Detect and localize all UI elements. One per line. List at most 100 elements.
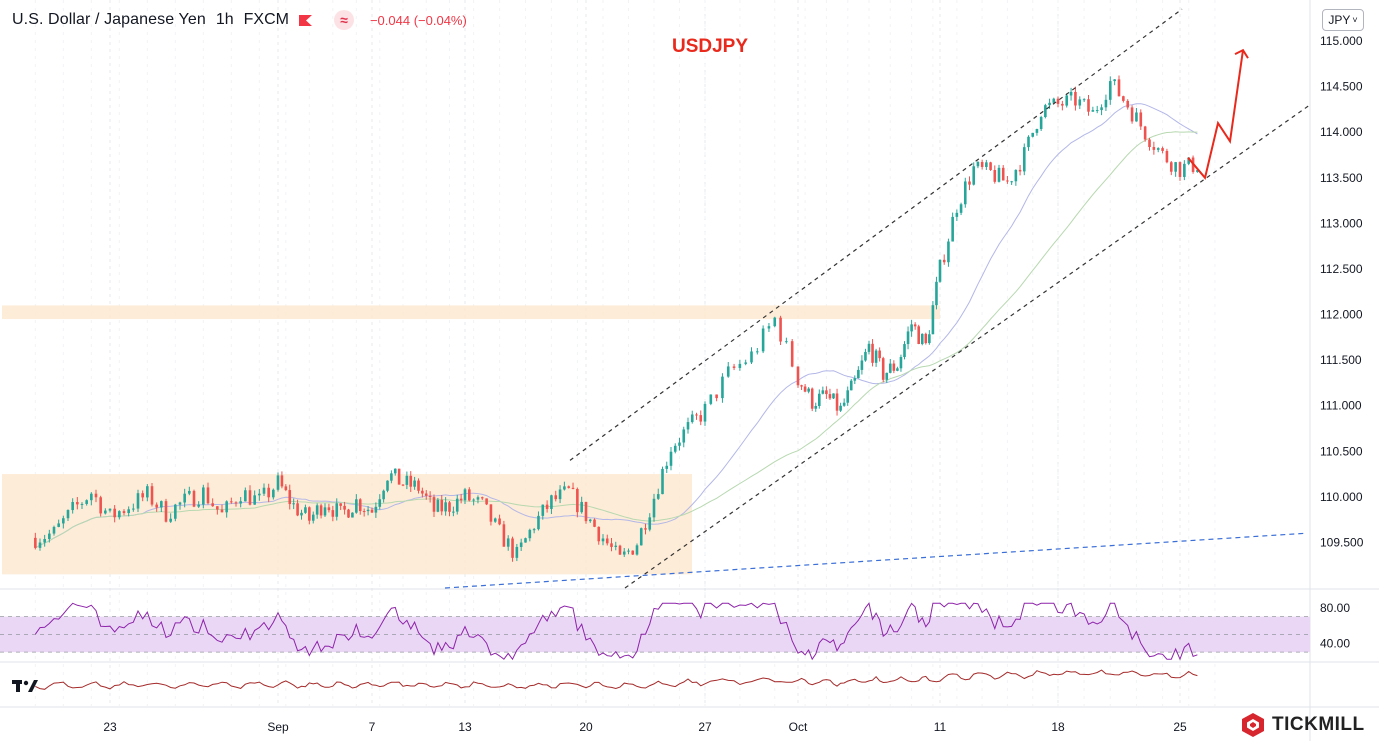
- candle-body: [593, 519, 596, 527]
- candle-body: [878, 350, 881, 359]
- tradingview-logo-icon[interactable]: [12, 676, 42, 696]
- candle-body: [308, 507, 311, 521]
- candle-body: [846, 390, 849, 403]
- candle-body: [378, 499, 382, 507]
- candle-body: [459, 498, 463, 501]
- candle-body: [99, 497, 102, 514]
- candle-body: [76, 502, 79, 505]
- candle-body: [1161, 148, 1164, 151]
- candle-body: [390, 473, 393, 481]
- candle-body: [188, 490, 191, 494]
- candle-body: [558, 489, 562, 500]
- candle-body: [409, 475, 413, 487]
- candle-body: [66, 510, 70, 519]
- candle-body: [150, 486, 154, 505]
- candle-body: [48, 533, 51, 540]
- candle-body: [652, 498, 656, 518]
- candle-body: [284, 486, 288, 491]
- wave-icon[interactable]: ≈: [333, 10, 354, 30]
- candle-body: [183, 493, 186, 503]
- candle-body: [800, 385, 803, 387]
- candle-body: [62, 518, 65, 524]
- candle-body: [1156, 148, 1160, 150]
- candlesticks: [34, 75, 1199, 562]
- candle-body: [80, 503, 84, 505]
- candle-body: [644, 528, 647, 530]
- candle-body: [57, 523, 60, 527]
- candle-body: [1178, 162, 1182, 177]
- zone-rect: [2, 305, 940, 320]
- candle-body: [807, 388, 810, 392]
- currency-button[interactable]: JPY ˅: [1322, 9, 1364, 31]
- candle-body: [1130, 107, 1134, 122]
- candle-body: [601, 538, 605, 542]
- candle-body: [703, 403, 707, 422]
- candle-body: [924, 333, 928, 344]
- candle-body: [885, 372, 889, 380]
- candle-body: [1074, 91, 1077, 106]
- candle-body: [699, 415, 703, 422]
- candle-body: [118, 511, 121, 518]
- time-axis[interactable]: 23 Sep 7 13 20 27 Oct 11 18 25: [103, 720, 1187, 734]
- candle-body: [541, 504, 545, 516]
- candle-body: [432, 497, 436, 512]
- candle-body: [756, 351, 759, 353]
- candle-body: [661, 468, 664, 495]
- channel-upper-line: [569, 8, 1183, 461]
- candle-body: [1001, 167, 1005, 181]
- candle-body: [814, 406, 818, 409]
- candle-body: [52, 526, 56, 534]
- rsi-line: [34, 602, 1198, 661]
- candle-body: [1082, 99, 1086, 101]
- candle-body: [1039, 117, 1043, 130]
- candle-body: [810, 388, 814, 409]
- candle-body: [1104, 99, 1108, 108]
- candle-body: [709, 394, 713, 404]
- candle-body: [476, 497, 480, 500]
- candle-body: [405, 475, 409, 485]
- candle-body: [874, 350, 878, 363]
- candle-body: [631, 550, 635, 555]
- price-axis[interactable]: 115.000 114.500 114.000 113.500 113.000 112.5…: [1320, 34, 1364, 549]
- candle-body: [972, 166, 976, 185]
- candle-body: [216, 506, 219, 510]
- candle-body: [267, 487, 270, 498]
- candle-body: [234, 502, 238, 504]
- candle-body: [382, 490, 385, 500]
- price-tick-label: 111.000: [1320, 399, 1362, 413]
- symbol-title[interactable]: U.S. Dollar / Japanese Yen: [12, 11, 206, 28]
- candle-body: [280, 475, 284, 487]
- candle-body: [413, 480, 416, 487]
- candle-body: [335, 503, 339, 517]
- candle-body: [1087, 99, 1090, 112]
- candle-body: [472, 499, 475, 501]
- currency-label: JPY: [1328, 13, 1351, 27]
- candle-body: [362, 511, 366, 513]
- candle-body: [448, 502, 451, 512]
- candle-body: [502, 524, 506, 547]
- candle-body: [528, 529, 532, 539]
- candle-body: [920, 333, 924, 344]
- candle-body: [1056, 98, 1060, 104]
- candle-body: [997, 167, 1001, 182]
- candle-body: [276, 475, 280, 490]
- candle-body: [773, 317, 777, 327]
- candle-body: [796, 366, 800, 386]
- candle-body: [104, 510, 107, 514]
- candle-body: [656, 494, 660, 499]
- interval-label[interactable]: 1h: [215, 11, 234, 28]
- candle-body: [1044, 105, 1047, 118]
- candle-body: [225, 501, 228, 513]
- candle-body: [951, 216, 954, 242]
- candle-body: [178, 502, 182, 505]
- candle-body: [1117, 79, 1121, 97]
- candle-body: [935, 281, 938, 306]
- candle-body: [424, 493, 428, 496]
- candle-body: [43, 539, 46, 543]
- candle-body: [358, 499, 362, 512]
- rsi-pane: 80.00 40.00: [0, 601, 1350, 661]
- candle-body: [889, 363, 892, 373]
- candle-body: [202, 487, 205, 505]
- candle-body: [1052, 98, 1056, 103]
